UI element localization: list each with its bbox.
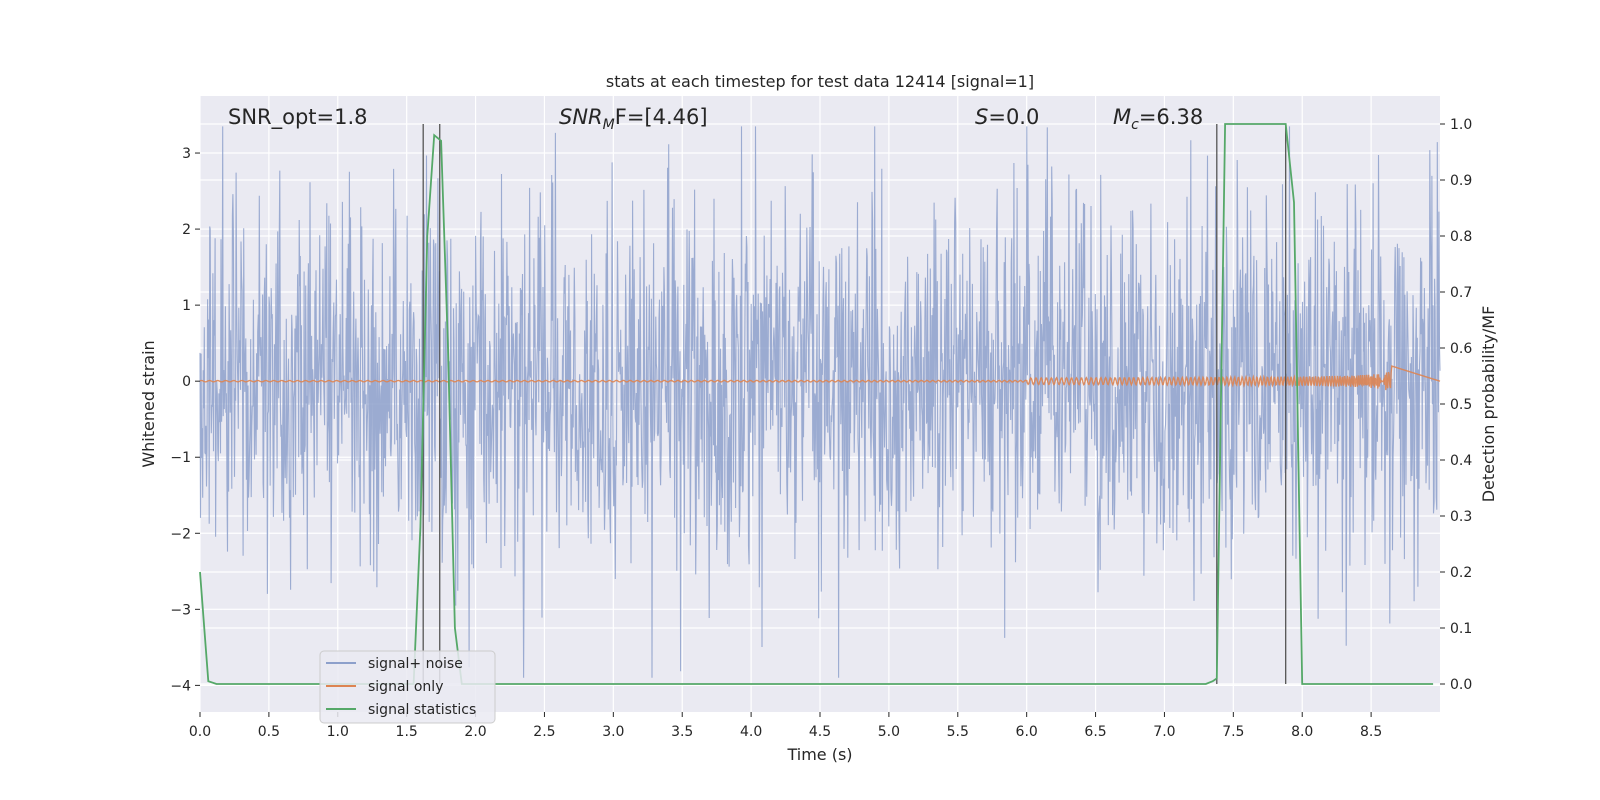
x-tick-label: 8.5 xyxy=(1360,724,1382,740)
chart-title: stats at each timestep for test data 124… xyxy=(606,72,1034,91)
ticks-layer: 0.0 0.5 1.0 1.5 2.0 2.5 3.0 3.5 4.0 4.5 5.0 5.5 6.0 6… xyxy=(170,117,1472,740)
x-tick-label: 5.0 xyxy=(878,724,900,740)
y-right-tick-label: 0.0 xyxy=(1450,677,1472,693)
x-tick-label: 4.0 xyxy=(740,724,762,740)
y-tick-label: 2 xyxy=(182,222,191,238)
y-right-tick-label: 0.1 xyxy=(1450,621,1472,637)
legend: signal+ noise signal only signal statist… xyxy=(319,650,496,724)
legend-label-stats: signal statistics xyxy=(368,702,476,718)
x-tick-label: 7.5 xyxy=(1222,724,1244,740)
y-tick-label: −1 xyxy=(170,450,191,466)
y-tick-label: −3 xyxy=(170,602,191,618)
x-tick-label: 8.0 xyxy=(1291,724,1313,740)
signal-series xyxy=(199,365,1441,391)
x-tick-label: 1.5 xyxy=(396,724,418,740)
x-tick-label: 0.5 xyxy=(258,724,280,740)
y-right-tick-label: 0.6 xyxy=(1450,341,1472,357)
legend-label-signal: signal only xyxy=(368,679,443,695)
x-tick-label: 3.5 xyxy=(671,724,693,740)
x-tick-label: 7.0 xyxy=(1153,724,1175,740)
y-tick-label: −2 xyxy=(170,526,191,542)
y-tick-label: 0 xyxy=(182,374,191,390)
annotation-mc-sub: c xyxy=(1131,117,1139,133)
annotation-mc-rest: =6.38 xyxy=(1139,105,1203,129)
x-tick-label: 6.5 xyxy=(1084,724,1106,740)
legend-label-noise: signal+ noise xyxy=(368,656,463,672)
x-tick-label: 1.0 xyxy=(327,724,349,740)
x-tick-label: 6.0 xyxy=(1016,724,1038,740)
y-tick-label: 3 xyxy=(182,146,191,162)
y-axis-label-right: Detection probability/MF xyxy=(1479,306,1498,503)
y-right-tick-label: 0.2 xyxy=(1450,565,1472,581)
x-tick-label: 2.5 xyxy=(533,724,555,740)
annotation-snr-mf: SNRMF=[4.46] xyxy=(559,105,708,133)
x-tick-label: 5.5 xyxy=(947,724,969,740)
annotation-snr-opt: SNR_opt=1.8 xyxy=(228,105,368,130)
x-tick-label: 4.5 xyxy=(809,724,831,740)
annotation-snr-mf-main: SNR xyxy=(559,105,603,129)
noise-line xyxy=(199,126,1441,678)
y-right-tick-label: 0.9 xyxy=(1450,173,1472,189)
y-axis-label: Whitened strain xyxy=(139,340,158,467)
x-tick-label: 0.0 xyxy=(189,724,211,740)
y-right-tick-label: 0.5 xyxy=(1450,397,1472,413)
y-right-tick-label: 0.7 xyxy=(1450,285,1472,301)
annotation-s-rest: =0.0 xyxy=(988,105,1039,129)
annotation-mc: Mc=6.38 xyxy=(1113,105,1203,133)
y-right-tick-label: 0.4 xyxy=(1450,453,1472,469)
vertical-markers xyxy=(422,124,1287,684)
annotation-s-main: S xyxy=(975,105,988,129)
x-tick-label: 2.0 xyxy=(464,724,486,740)
annotation-snr-mf-rest: F=[4.46] xyxy=(615,105,708,129)
y-tick-label: −4 xyxy=(170,678,191,694)
annotation-s: S=0.0 xyxy=(975,105,1039,129)
annotation-mc-main: M xyxy=(1113,105,1131,129)
x-tick-label: 3.0 xyxy=(602,724,624,740)
signal-line xyxy=(199,365,1441,391)
legend-box xyxy=(319,650,496,724)
y-tick-label: 1 xyxy=(182,298,191,314)
noise-series xyxy=(199,126,1441,678)
y-right-tick-label: 0.8 xyxy=(1450,229,1472,245)
x-axis-label: Time (s) xyxy=(786,745,852,764)
y-right-tick-label: 1.0 xyxy=(1450,117,1472,133)
annotation-snr-mf-sub: M xyxy=(603,117,615,133)
y-right-tick-label: 0.3 xyxy=(1450,509,1472,525)
